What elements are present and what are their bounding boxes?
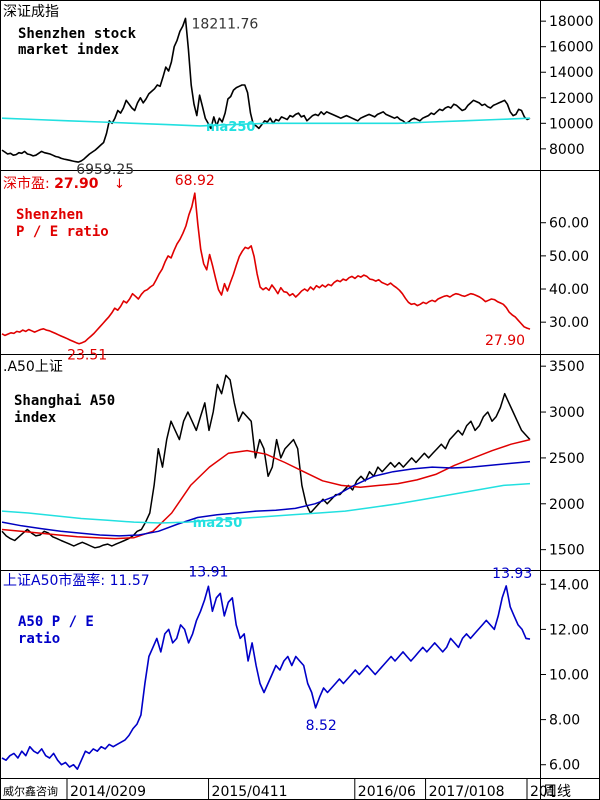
series-line-ma250 <box>1 117 531 127</box>
series-label-ma250: ma250 <box>206 120 255 135</box>
caption-line-1: Shenzhen <box>16 207 83 223</box>
caption-line-1: A50 P / E <box>18 614 94 630</box>
panel-title: .A50上证 <box>3 359 63 375</box>
time-label: 2014/0209 <box>70 784 146 800</box>
caption-line-1: Shenzhen stock <box>18 26 137 42</box>
y-tick-label: 14.00 <box>549 577 589 593</box>
caption-line-1: Shanghai A50 <box>14 393 115 409</box>
panel-value: 27.90 <box>54 176 99 192</box>
y-tick-label: 2000 <box>549 497 585 513</box>
panel-title: 深市盈: <box>3 175 50 192</box>
annotation-label: 8.52 <box>306 718 337 734</box>
caption-line-2: market index <box>18 42 120 58</box>
series-line-s0 <box>1 374 531 549</box>
y-tick-label: 3500 <box>549 359 585 375</box>
caption-line-2: index <box>14 410 57 426</box>
y-tick-label: 40.00 <box>549 282 589 298</box>
panel-caption: Shenzhen P / E ratio <box>16 207 109 240</box>
y-tick-label: 18000 <box>549 14 594 30</box>
panel-title-group: 深市盈: 27.90 <box>3 175 99 192</box>
time-label: 201 <box>530 784 557 800</box>
series-line-s0 <box>1 192 531 345</box>
time-label: 2016/06 <box>358 784 416 800</box>
panel-title-group: 上证A50市盈率: 11.57 <box>3 572 150 589</box>
y-tick-label: 12.00 <box>549 622 589 638</box>
vendor-label: 威尔鑫咨询 <box>3 784 58 798</box>
caption-line-2: P / E ratio <box>16 224 109 240</box>
panel-caption: Shenzhen stock market index <box>18 26 144 58</box>
caption-line-2: ratio <box>18 631 60 647</box>
panel-value: 11.57 <box>110 573 150 589</box>
y-tick-label: 12000 <box>549 91 594 107</box>
panel-title: 上证A50市盈率: <box>3 572 105 589</box>
y-tick-label: 3000 <box>549 405 585 421</box>
annotation-label: 13.91 <box>188 564 228 580</box>
period-label[interactable]: 周线 <box>543 784 571 800</box>
panel-a50-pe: 上证A50市盈率: 11.57 A50 P / E ratio 6.00 8.00… <box>1 564 589 774</box>
y-tick-label: 8000 <box>549 142 585 158</box>
y-tick-label: 50.00 <box>549 249 589 265</box>
series-line-s0 <box>1 17 531 163</box>
series-line-s2 <box>1 460 531 537</box>
annotation-label: 27.90 <box>485 333 525 349</box>
panel-caption: A50 P / E ratio <box>18 614 102 647</box>
y-tick-label: 10.00 <box>549 668 589 684</box>
y-tick-label: 30.00 <box>549 315 589 331</box>
annotation-label: 13.93 <box>492 566 532 582</box>
y-tick-label: 16000 <box>549 40 594 56</box>
y-tick-label: 60.00 <box>549 216 589 232</box>
time-label: 2015/0411 <box>212 784 288 800</box>
time-label: 2017/0108 <box>429 784 505 800</box>
series-line-s0 <box>1 585 531 771</box>
panel-shenzhen-index: 深证成指 Shenzhen stock market index ma250 8… <box>1 4 594 178</box>
annotation-label: 18211.76 <box>192 16 259 32</box>
series-line-s1 <box>1 438 531 540</box>
annotation-label: 23.51 <box>67 348 107 364</box>
series-line-ma250 <box>1 482 531 524</box>
annotation-label: 6959.25 <box>76 162 134 178</box>
panel-caption: Shanghai A50 index <box>14 393 124 426</box>
y-tick-label: 2500 <box>549 451 585 467</box>
y-tick-label: 14000 <box>549 65 594 81</box>
time-axis: 2014/0209 2015/0411 2016/06 2017/0108 201 <box>66 779 557 800</box>
annotation-label: 68.92 <box>175 173 215 189</box>
y-tick-label: 10000 <box>549 116 594 132</box>
y-tick-label: 6.00 <box>549 758 580 774</box>
down-arrow-icon: ↓ <box>114 177 125 192</box>
panel-a50-index: .A50上证 Shanghai A50 index ma250 1500 2000… <box>1 359 585 559</box>
y-tick-label: 1500 <box>549 543 585 559</box>
series-label-ma250: ma250 <box>193 516 242 531</box>
panel-title: 深证成指 <box>3 4 59 20</box>
y-tick-label: 8.00 <box>549 713 580 729</box>
panel-shenzhen-pe: 深市盈: 27.90 ↓ Shenzhen P / E ratio 30.00 4… <box>1 173 589 364</box>
